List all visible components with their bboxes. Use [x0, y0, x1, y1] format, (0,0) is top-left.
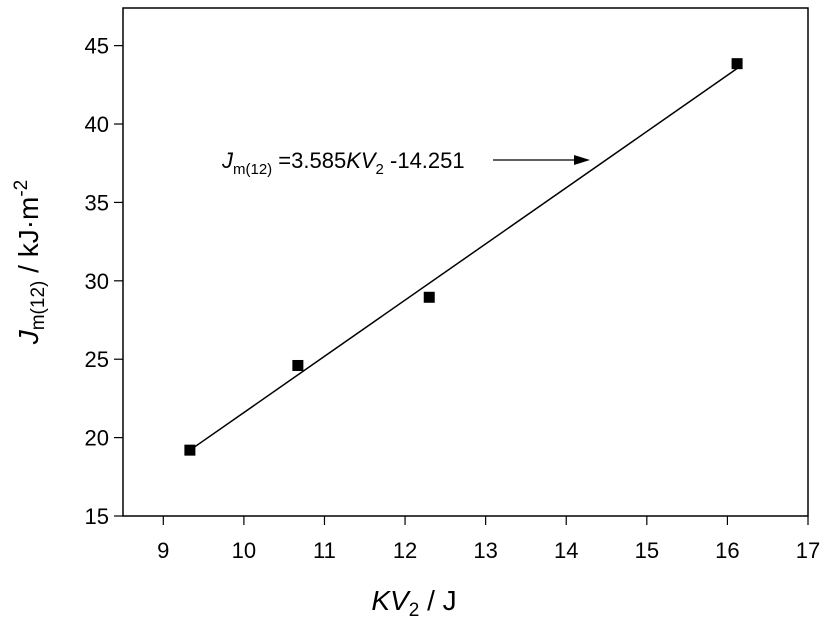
x-tick-label: 11 — [313, 538, 336, 563]
y-tick-label: 25 — [85, 347, 109, 372]
y-tick-label: 35 — [85, 190, 109, 215]
x-title-part: 2 — [409, 600, 420, 621]
y-tick-label: 45 — [85, 34, 109, 59]
x-tick-label: 15 — [635, 538, 659, 563]
data-point — [731, 58, 743, 70]
fit-annotation: Jm(12) =3.585KV2 -14.251 — [221, 148, 465, 178]
data-point — [423, 291, 435, 303]
y-axis-title: Jm(12) / kJ·m-2 — [11, 180, 49, 346]
annotation-arrowhead — [574, 155, 590, 165]
annotation-part: m(12) — [233, 161, 272, 178]
x-tick-label: 17 — [796, 538, 820, 563]
y-title-part: -2 — [11, 180, 32, 197]
y-title-part: m(12) — [28, 281, 49, 331]
x-title-part: KV — [371, 585, 411, 616]
x-axis-title: KV2 / J — [371, 585, 456, 621]
x-tick-label: 13 — [473, 538, 497, 563]
data-point — [184, 444, 196, 456]
annotation-part: =3.585 — [272, 148, 346, 173]
annotation-part: J — [221, 148, 234, 173]
x-tick-label: 12 — [393, 538, 417, 563]
y-tick-label: 20 — [85, 426, 109, 451]
x-tick-label: 9 — [157, 538, 169, 563]
y-tick-label: 30 — [85, 269, 109, 294]
x-tick-label: 10 — [232, 538, 256, 563]
y-tick-label: 15 — [85, 504, 109, 529]
y-title-part: / kJ·m — [13, 197, 44, 281]
x-title-part: / J — [419, 585, 456, 616]
data-point — [292, 359, 304, 371]
x-tick-label: 16 — [715, 538, 739, 563]
plot-frame — [122, 7, 809, 517]
x-tick-label: 14 — [554, 538, 578, 563]
y-tick-label: 40 — [85, 112, 109, 137]
y-title-part: J — [13, 329, 44, 345]
fit-line — [189, 67, 738, 451]
annotation-part: KV — [346, 148, 378, 173]
annotation-part: -14.251 — [384, 148, 465, 173]
annotation-part: 2 — [376, 161, 384, 178]
